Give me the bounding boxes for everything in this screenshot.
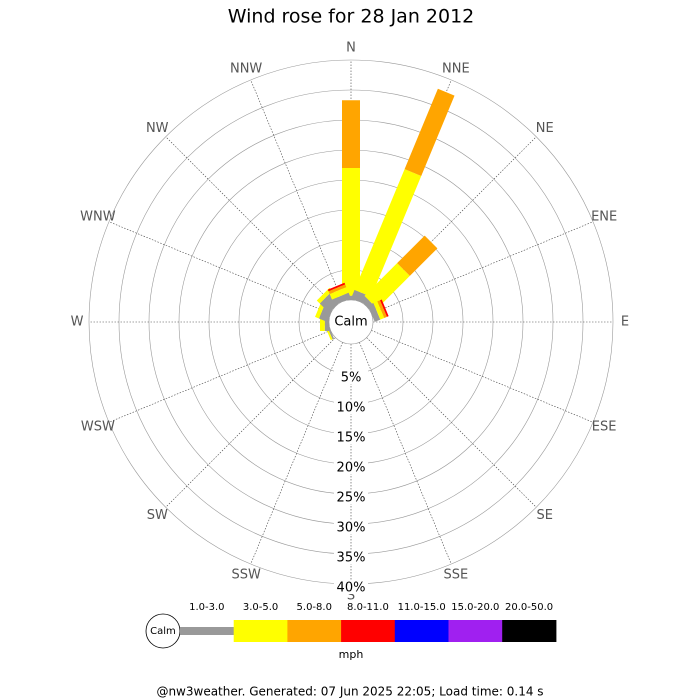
direction-label: SSW [231, 568, 261, 583]
direction-label: NNW [230, 61, 262, 76]
ring-label: 5% [341, 371, 362, 386]
ring-label-bg [334, 520, 368, 534]
ring-label: 35% [337, 551, 366, 566]
petal-segment [397, 235, 438, 276]
petal-segment [354, 169, 422, 297]
direction-label: WNW [80, 210, 116, 225]
unit-label: mph [339, 648, 364, 661]
ring-label-bg [334, 430, 368, 444]
spoke [108, 330, 331, 423]
spoke [250, 342, 343, 565]
direction-label: W [71, 315, 84, 330]
direction-label: SE [537, 508, 553, 523]
petal-segment [364, 263, 410, 309]
petal-segment [342, 100, 360, 168]
legend-swatch [180, 627, 235, 635]
legend-label: 20.0-50.0 [505, 602, 553, 613]
direction-label: SSE [443, 568, 468, 583]
ring-label-bg [334, 370, 368, 384]
ring-label: 15% [337, 431, 366, 446]
legend-swatch [502, 620, 557, 642]
spoke [108, 221, 331, 314]
direction-label: S [347, 589, 355, 604]
legend-label: 15.0-20.0 [451, 602, 499, 613]
petal-segment [316, 287, 333, 304]
direction-label: NW [146, 121, 169, 136]
spoke [359, 342, 452, 565]
ring-label-bg [334, 550, 368, 564]
legend-swatch [233, 620, 288, 642]
ring-label: 10% [337, 401, 366, 416]
legend-label: 5.0-8.0 [297, 602, 332, 613]
legend-calm-label: Calm [150, 626, 176, 637]
direction-label: NNE [442, 61, 470, 76]
legend-swatch [394, 620, 449, 642]
spoke [371, 330, 594, 423]
spoke [250, 79, 343, 302]
legend-label: 11.0-15.0 [398, 602, 446, 613]
direction-label: ENE [591, 210, 617, 225]
petal-segment [328, 284, 347, 295]
ring-label: 40% [337, 581, 366, 596]
ring-label: 25% [337, 491, 366, 506]
direction-label: WSW [81, 419, 115, 434]
petal-segment [331, 292, 351, 306]
direction-label: N [346, 41, 356, 56]
calm-circle [328, 299, 374, 345]
direction-label: SW [147, 508, 168, 523]
ring-label-bg [334, 580, 368, 594]
legend-label: 1.0-3.0 [189, 602, 224, 613]
direction-label: ESE [592, 419, 617, 434]
chart-title: Wind rose for 28 Jan 2012 [228, 6, 475, 28]
spoke [371, 221, 594, 314]
direction-label: E [621, 315, 629, 330]
footer: @nw3weather. Generated: 07 Jun 2025 22:0… [156, 685, 543, 699]
legend-swatch [341, 620, 396, 642]
petal-segment [373, 301, 385, 320]
petal-segment [367, 302, 381, 322]
ring-label-bg [334, 460, 368, 474]
legend-label: 8.0-11.0 [347, 602, 389, 613]
legend-label: 3.0-5.0 [243, 602, 278, 613]
petal-segment [342, 168, 360, 296]
spoke [165, 337, 336, 508]
spoke [366, 337, 537, 508]
legend-swatch [287, 620, 342, 642]
ring-label-bg [334, 490, 368, 504]
petal-segment [377, 300, 387, 318]
direction-label: NE [536, 121, 554, 136]
spoke [165, 136, 336, 307]
petal-segment [329, 287, 349, 300]
petal-segment [404, 88, 455, 176]
ring-label: 20% [337, 461, 366, 476]
legend-swatch [448, 620, 503, 642]
calm-label: Calm [334, 315, 367, 330]
ring-label: 30% [337, 521, 366, 536]
ring-label-bg [334, 400, 368, 414]
petal-segment [380, 299, 389, 317]
petal-segment [327, 282, 346, 292]
